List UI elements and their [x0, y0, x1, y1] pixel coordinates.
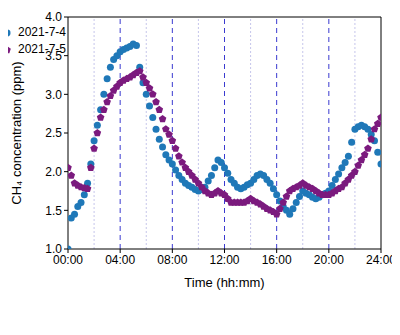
svg-text:04:00: 04:00 [105, 253, 135, 267]
svg-text:3.0: 3.0 [45, 88, 62, 102]
svg-text:24:00: 24:00 [366, 253, 392, 267]
svg-text:CH₄ concentration (ppm): CH₄ concentration (ppm) [9, 61, 24, 204]
svg-text:3.5: 3.5 [45, 49, 62, 63]
svg-text:1.5: 1.5 [45, 204, 62, 218]
svg-text:4.0: 4.0 [45, 10, 62, 24]
svg-text:1.0: 1.0 [45, 242, 62, 256]
svg-text:2.5: 2.5 [45, 126, 62, 140]
svg-text:Time (hh:mm): Time (hh:mm) [184, 275, 264, 290]
svg-text:2.0: 2.0 [45, 165, 62, 179]
svg-text:12:00: 12:00 [209, 253, 239, 267]
svg-text:16:00: 16:00 [262, 253, 292, 267]
svg-text:08:00: 08:00 [157, 253, 187, 267]
svg-text:20:00: 20:00 [314, 253, 344, 267]
